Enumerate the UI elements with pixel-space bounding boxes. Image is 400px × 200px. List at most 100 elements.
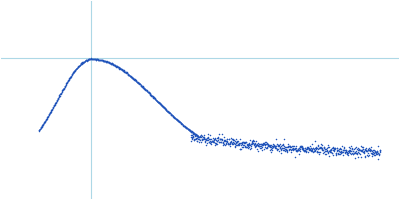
Point	[37, 127, 44, 130]
Point	[324, 150, 330, 153]
Point	[39, 124, 46, 127]
Point	[140, 86, 147, 89]
Point	[374, 152, 381, 155]
Point	[44, 117, 50, 120]
Point	[374, 152, 380, 155]
Point	[174, 118, 180, 121]
Point	[140, 86, 146, 89]
Point	[226, 142, 232, 146]
Point	[260, 143, 266, 146]
Point	[318, 148, 325, 151]
Point	[197, 135, 203, 138]
Point	[114, 64, 120, 68]
Point	[214, 137, 220, 140]
Point	[224, 141, 231, 144]
Point	[192, 138, 198, 141]
Point	[312, 148, 319, 151]
Point	[273, 147, 280, 150]
Point	[308, 147, 315, 151]
Point	[243, 146, 250, 149]
Point	[265, 143, 271, 146]
Point	[159, 105, 166, 108]
Point	[304, 147, 310, 150]
Point	[180, 124, 187, 127]
Point	[376, 153, 382, 156]
Point	[72, 69, 78, 72]
Point	[269, 146, 276, 149]
Point	[159, 104, 165, 107]
Point	[60, 87, 67, 90]
Point	[194, 134, 200, 137]
Point	[169, 114, 176, 117]
Point	[198, 134, 204, 137]
Point	[305, 147, 312, 150]
Point	[172, 118, 179, 121]
Point	[345, 145, 352, 148]
Point	[263, 145, 270, 148]
Point	[315, 143, 322, 147]
Point	[274, 144, 281, 147]
Point	[248, 145, 254, 148]
Point	[246, 147, 253, 151]
Point	[114, 65, 120, 68]
Point	[298, 144, 304, 147]
Point	[288, 150, 294, 153]
Point	[74, 65, 81, 68]
Point	[209, 139, 215, 142]
Point	[338, 148, 344, 151]
Point	[188, 130, 194, 133]
Point	[51, 104, 57, 107]
Point	[43, 118, 49, 121]
Point	[66, 77, 72, 80]
Point	[325, 151, 331, 154]
Point	[318, 146, 324, 150]
Point	[148, 94, 155, 97]
Point	[56, 94, 63, 97]
Point	[294, 147, 301, 151]
Point	[280, 149, 286, 152]
Point	[97, 58, 103, 62]
Point	[80, 60, 87, 63]
Point	[371, 153, 377, 156]
Point	[268, 146, 274, 149]
Point	[340, 150, 346, 153]
Point	[180, 124, 187, 127]
Point	[128, 75, 134, 78]
Point	[175, 119, 182, 122]
Point	[343, 148, 350, 151]
Point	[359, 146, 366, 149]
Point	[226, 137, 232, 140]
Point	[239, 145, 245, 149]
Point	[132, 79, 138, 82]
Point	[264, 143, 270, 146]
Point	[309, 150, 315, 153]
Point	[95, 58, 102, 61]
Point	[145, 91, 152, 94]
Point	[260, 143, 266, 146]
Point	[44, 116, 50, 119]
Point	[317, 146, 324, 149]
Point	[284, 148, 290, 151]
Point	[237, 141, 244, 144]
Point	[158, 104, 164, 107]
Point	[36, 129, 42, 133]
Point	[101, 59, 107, 62]
Point	[236, 141, 242, 144]
Point	[262, 143, 268, 146]
Point	[210, 140, 216, 143]
Point	[191, 138, 197, 141]
Point	[88, 57, 94, 61]
Point	[120, 69, 127, 72]
Point	[142, 87, 148, 90]
Point	[250, 143, 257, 147]
Point	[292, 155, 298, 158]
Point	[222, 140, 229, 143]
Point	[285, 144, 291, 147]
Point	[147, 92, 153, 96]
Point	[266, 144, 272, 147]
Point	[285, 145, 292, 148]
Point	[134, 80, 140, 84]
Point	[194, 134, 201, 137]
Point	[194, 138, 201, 141]
Point	[310, 147, 316, 150]
